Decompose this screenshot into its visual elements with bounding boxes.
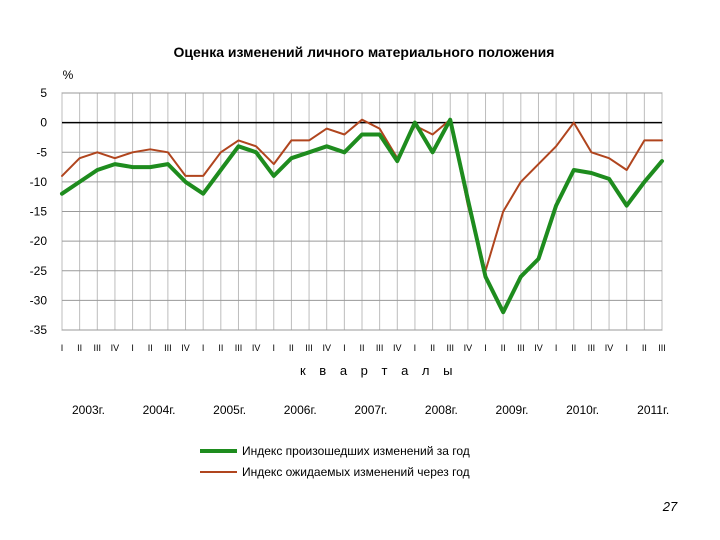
- x-tick-label: IV: [534, 343, 543, 353]
- y-tick-label: -20: [30, 234, 48, 248]
- year-label: 2009г.: [496, 403, 529, 417]
- x-axis-label: к в а р т а л ы: [300, 363, 457, 378]
- year-label: 2004г.: [143, 403, 176, 417]
- x-tick-label: III: [94, 343, 102, 353]
- x-tick-label: II: [289, 343, 294, 353]
- page-number: 27: [662, 499, 678, 514]
- chart-title: Оценка изменений личного материального п…: [174, 44, 555, 60]
- x-tick-label: II: [218, 343, 223, 353]
- y-axis-label: %: [63, 68, 74, 82]
- legend-label: Индекс ожидаемых изменений через год: [242, 465, 470, 479]
- x-tick-label: III: [164, 343, 172, 353]
- year-label: 2006г.: [284, 403, 317, 417]
- year-label: 2010г.: [566, 403, 599, 417]
- y-tick-label: -25: [30, 264, 48, 278]
- year-label: 2007г.: [354, 403, 387, 417]
- x-tick-label: III: [658, 343, 666, 353]
- legend: Индекс произошедших изменений за год Инде…: [200, 444, 470, 479]
- x-tick-label: I: [414, 343, 417, 353]
- x-tick-label: III: [305, 343, 313, 353]
- x-tick-label: IV: [181, 343, 190, 353]
- x-tick-label: IV: [393, 343, 402, 353]
- y-tick-label: 5: [40, 86, 47, 100]
- series-line: [61, 118, 663, 272]
- year-label: 2005г.: [213, 403, 246, 417]
- x-tick-label: IV: [252, 343, 261, 353]
- x-tick-label: I: [343, 343, 346, 353]
- year-label: 2011г.: [637, 403, 669, 417]
- x-tick-label: III: [235, 343, 243, 353]
- year-label: 2003г.: [72, 403, 105, 417]
- x-tick-label: II: [430, 343, 435, 353]
- series-lines: [60, 117, 664, 315]
- x-tick-label: I: [555, 343, 558, 353]
- x-tick-label: I: [625, 343, 628, 353]
- y-tick-label: -30: [30, 293, 48, 307]
- series-line: [60, 117, 664, 315]
- y-tick-label: -15: [30, 205, 48, 219]
- year-label: 2008г.: [425, 403, 458, 417]
- x-tick-label: III: [446, 343, 454, 353]
- y-tick-label: -10: [30, 175, 48, 189]
- x-tick-label: II: [501, 343, 506, 353]
- x-tick-label: III: [517, 343, 525, 353]
- x-tick-label: IV: [464, 343, 473, 353]
- x-axis-quarter-ticks: I II III IV I II III IV I II III IV I II III IV I II III IV…: [61, 343, 666, 353]
- x-tick-label: I: [484, 343, 487, 353]
- x-tick-label: II: [148, 343, 153, 353]
- x-tick-label: II: [359, 343, 364, 353]
- y-tick-label: -5: [36, 145, 47, 159]
- x-tick-label: I: [202, 343, 205, 353]
- y-tick-label: 0: [40, 116, 47, 130]
- legend-label: Индекс произошедших изменений за год: [242, 444, 470, 458]
- x-tick-label: III: [376, 343, 384, 353]
- x-tick-label: II: [642, 343, 647, 353]
- grid-lines: [61, 92, 663, 331]
- x-tick-label: III: [588, 343, 596, 353]
- y-axis-ticks: 5 0 -5 -10 -15 -20 -25 -30 -35: [30, 86, 48, 337]
- x-tick-label: IV: [322, 343, 331, 353]
- x-tick-label: IV: [605, 343, 614, 353]
- x-tick-label: II: [77, 343, 82, 353]
- x-tick-label: II: [571, 343, 576, 353]
- y-tick-label: -35: [30, 323, 48, 337]
- x-tick-label: IV: [111, 343, 120, 353]
- x-tick-label: I: [273, 343, 276, 353]
- x-tick-label: I: [131, 343, 134, 353]
- x-tick-label: I: [61, 343, 64, 353]
- year-labels: 2003г. 2004г. 2005г. 2006г. 2007г. 2008г. 2009…: [72, 403, 669, 417]
